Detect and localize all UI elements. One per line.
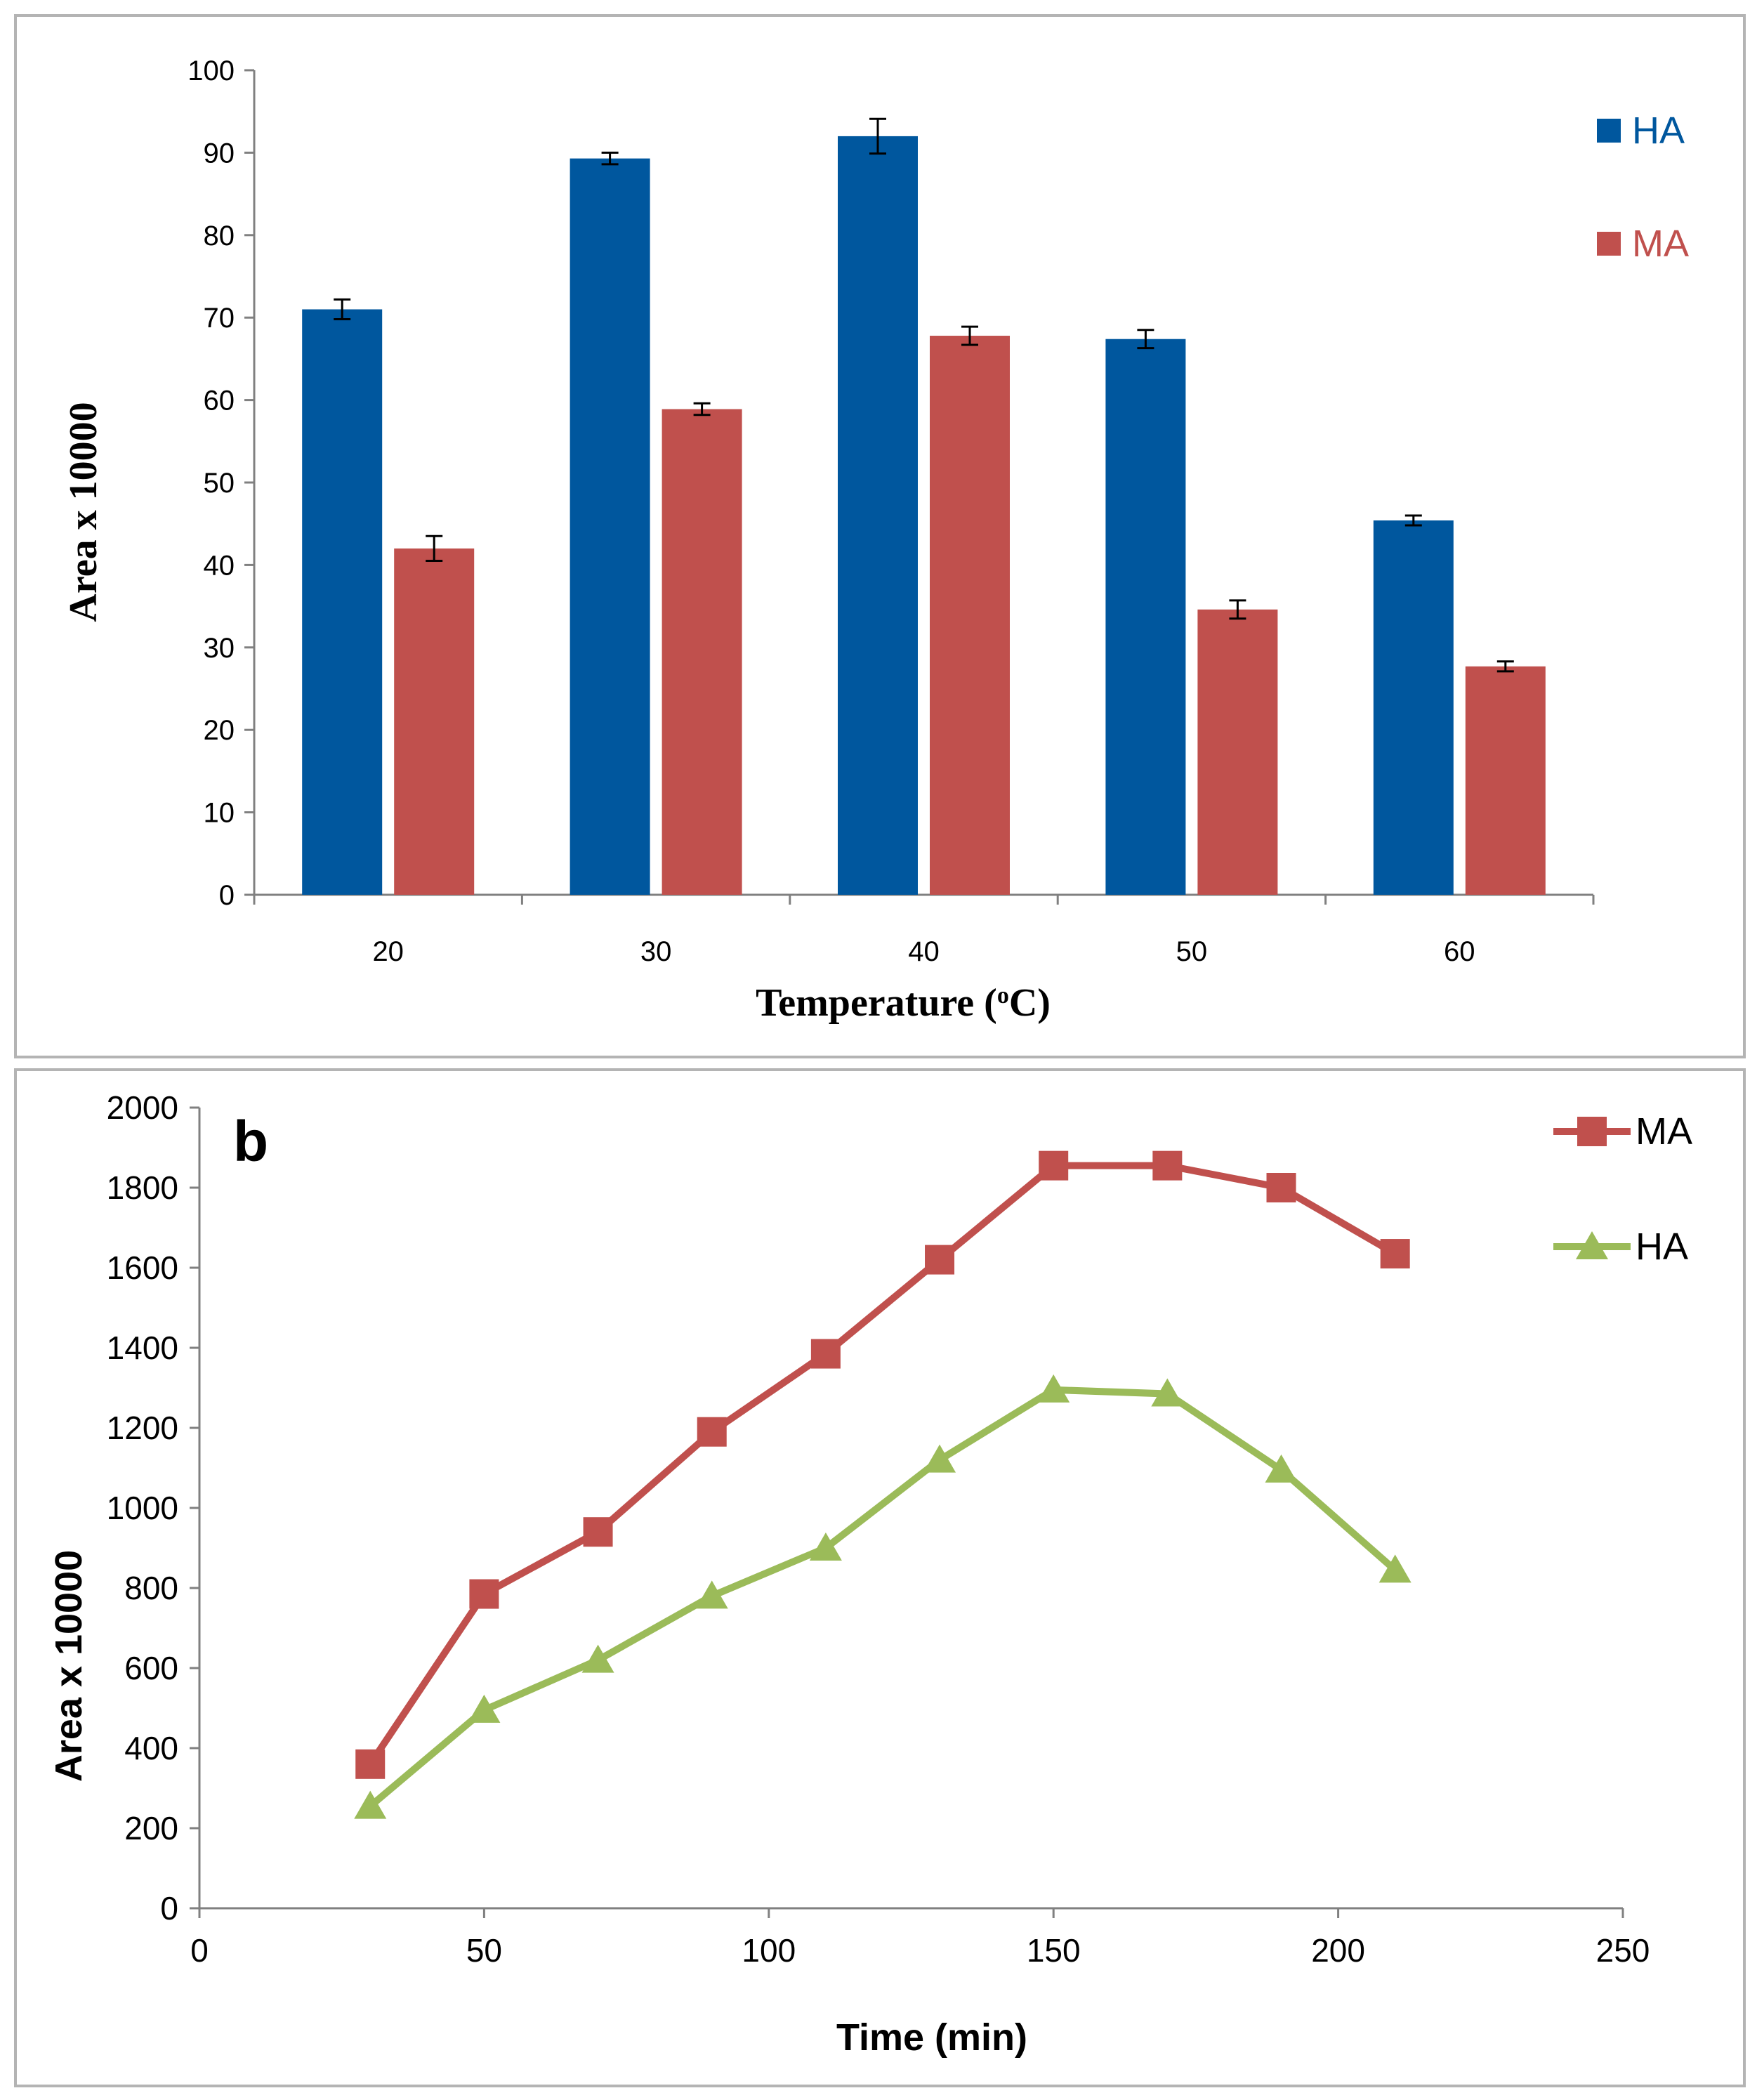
x-tick-label: 50: [1176, 936, 1208, 967]
x-tick-label: 0: [190, 1932, 209, 1969]
y-axis-label: Area x 10000: [48, 1550, 90, 1782]
y-tick-label: 1200: [107, 1410, 178, 1446]
x-tick-label: 250: [1596, 1932, 1650, 1969]
bar-ma-40: [930, 336, 1010, 895]
data-point-ha: [468, 1694, 501, 1723]
y-tick-label: 400: [124, 1730, 178, 1766]
bar-chart: 0 10 20 30 40 50 60 70 80 90 100 20 30 40 50 60 Area x…: [62, 55, 1689, 1025]
data-point-ma: [810, 1339, 841, 1369]
x-axis-label: Time (min): [836, 2016, 1027, 2059]
legend-label-ha: HA: [1632, 110, 1685, 152]
y-tick-label: 20: [204, 715, 235, 746]
data-point-ha: [1378, 1554, 1411, 1583]
y-tick-label: 30: [204, 633, 235, 664]
y-axis-label: Area x 10000: [62, 402, 105, 622]
legend: HA MA: [1597, 110, 1689, 265]
y-tick-label: 1600: [107, 1249, 178, 1286]
bar-ma-60: [1465, 666, 1546, 895]
series-line-ma: [367, 1162, 1397, 1766]
data-point-ma: [355, 1749, 386, 1779]
line-chart: b 0200400600800100012001400160018002000 …: [48, 1089, 1692, 2059]
data-point-ha: [923, 1444, 956, 1473]
line-series: [354, 1150, 1411, 1819]
x-tick-label: 60: [1444, 936, 1475, 967]
series-line-ha: [368, 1386, 1397, 1809]
data-point-ma: [925, 1245, 955, 1275]
legend-swatch-ha: [1597, 119, 1621, 143]
legend: MA HA: [1553, 1110, 1692, 1268]
bar-ha-20: [302, 309, 383, 895]
y-tick-label: 1000: [107, 1490, 178, 1526]
x-tick-label: 20: [372, 936, 404, 967]
data-point-ma: [1380, 1239, 1410, 1269]
bar-series: [302, 136, 1546, 895]
x-tick-label: 50: [466, 1932, 502, 1969]
x-tick-label: 100: [742, 1932, 796, 1969]
bar-ha-50: [1105, 339, 1186, 895]
bar-ha-60: [1373, 520, 1454, 895]
y-axis: 0 10 20 30 40 50 60 70 80 90 100: [187, 55, 256, 911]
bar-ha-40: [838, 136, 918, 895]
data-point-ha: [695, 1580, 728, 1609]
y-tick-label: 40: [204, 550, 235, 581]
chart-panel-b: b 0 200 400 600 800 1000 1200 1400 1600 1800 2000 …: [14, 1068, 1746, 2087]
y-tick-label: 600: [124, 1650, 178, 1686]
y-tick-label: 2000: [107, 1089, 178, 1126]
bar-ma-50: [1197, 609, 1278, 895]
x-tick-label: 40: [908, 936, 940, 967]
legend-label-ma: MA: [1636, 1110, 1692, 1153]
y-tick-label: 1400: [107, 1330, 178, 1366]
y-tick-label: 1800: [107, 1169, 178, 1206]
y-tick-label: 90: [204, 138, 235, 169]
data-point-ma: [697, 1417, 727, 1447]
data-point-ha: [1265, 1454, 1298, 1483]
y-tick-label: 70: [204, 303, 235, 334]
data-point-ha: [1151, 1378, 1184, 1407]
y-tick-label: 800: [124, 1570, 178, 1606]
legend-label-ma: MA: [1632, 223, 1689, 265]
data-point-ma: [1039, 1150, 1069, 1181]
y-tick-label: 0: [219, 880, 235, 911]
x-tick-label: 30: [640, 936, 672, 967]
bar-ma-30: [662, 409, 742, 895]
y-tick-label: 100: [187, 55, 235, 86]
y-axis: 0 200 400 600 800 1000 1200 1400 1600 1800 2000: [107, 1089, 201, 1927]
x-axis: 20 30 40 50 60: [253, 893, 1595, 967]
legend-marker-ma: [1577, 1117, 1607, 1146]
legend-marker-ha: [1576, 1231, 1608, 1259]
legend-swatch-ma: [1597, 232, 1621, 256]
x-tick-label: 150: [1027, 1932, 1081, 1969]
data-point-ma: [1266, 1173, 1296, 1202]
data-point-ma: [1152, 1150, 1183, 1181]
data-point-ha: [809, 1533, 842, 1561]
y-tick-label: 200: [124, 1810, 178, 1846]
y-tick-label: 60: [204, 386, 235, 416]
panel-label: b: [233, 1110, 268, 1174]
data-point-ha: [581, 1644, 614, 1673]
y-tick-label: 10: [204, 798, 235, 829]
x-axis: 0 50 100 150 200 250: [190, 1907, 1650, 1969]
x-tick-label: 200: [1311, 1932, 1365, 1969]
bar-ma-20: [394, 548, 475, 895]
data-point-ha: [1037, 1374, 1070, 1403]
data-point-ma: [469, 1579, 499, 1609]
y-tick-label: 80: [204, 221, 235, 251]
legend-label-ha: HA: [1636, 1226, 1688, 1268]
chart-panel-a: 0 10 20 30 40 50 60 70 80 90 100 20 30 40 50 60 Area x…: [14, 14, 1746, 1058]
y-tick-label: 0: [160, 1890, 178, 1927]
x-axis-label: Temperature (oC): [756, 981, 1051, 1025]
data-point-ma: [583, 1517, 613, 1547]
error-bars: [334, 117, 1514, 673]
y-tick-label: 50: [204, 468, 235, 499]
bar-ha-30: [570, 158, 650, 895]
data-point-ha: [354, 1790, 387, 1819]
